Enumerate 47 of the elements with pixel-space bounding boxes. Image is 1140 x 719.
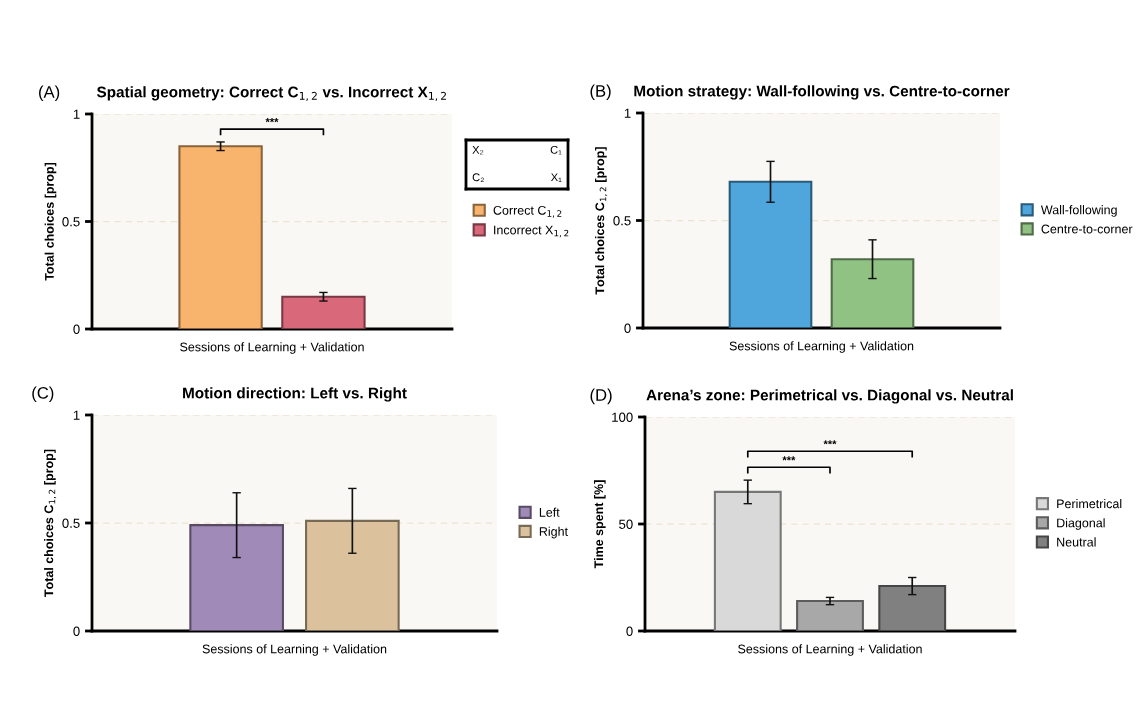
chart-title: Spatial geometry: Correct C$_{1,2}$ vs. Incorrect X$_{1,2}$ bbox=[96, 86, 446, 101]
legend-label: Diagonal bbox=[1057, 518, 1105, 530]
y-tick-label: 0 bbox=[624, 323, 631, 333]
legend-label: Incorrect X$_{1,2}$ bbox=[494, 225, 569, 238]
chart-title: Arena’s zone: Perimetrical vs. Diagonal vs. Neutral bbox=[646, 389, 1013, 404]
y-tick-label: 0 bbox=[73, 324, 80, 334]
y-tick-label: 0 bbox=[73, 626, 80, 636]
legend-label: Perimetrical bbox=[1057, 499, 1122, 509]
y-axis-title: Total choices [prop] bbox=[44, 162, 57, 281]
y-axis-title: Total choices C$_{1,2}$ [prop] bbox=[595, 147, 608, 295]
text: X₂ bbox=[472, 146, 484, 155]
text: X₁ bbox=[550, 173, 562, 183]
chart-title: Motion strategy: Wall-following vs. Centre-to-corner bbox=[634, 85, 1010, 100]
y-tick-label: 1 bbox=[73, 410, 80, 420]
x-axis-title: Sessions of Learning + Validation bbox=[202, 644, 387, 656]
x-axis-title: Sessions of Learning + Validation bbox=[738, 644, 922, 656]
y-tick-label: 100 bbox=[612, 412, 633, 422]
legend-label: Correct C$_{1,2}$ bbox=[493, 205, 562, 218]
bar bbox=[796, 600, 864, 631]
y-tick-label: 0.5 bbox=[62, 217, 80, 227]
x-axis-title: Sessions of Learning + Validation bbox=[180, 342, 364, 354]
legend-label: Left bbox=[539, 507, 560, 517]
annotation: *** bbox=[265, 118, 279, 123]
y-axis-title: Total choices C$_{1,2}$ [prop] bbox=[44, 449, 57, 597]
y-tick-label: 0 bbox=[626, 626, 633, 636]
text: C₁ bbox=[550, 145, 562, 155]
chart-title: Motion direction: Left vs. Right bbox=[183, 387, 407, 402]
y-tick-label: 1 bbox=[624, 108, 631, 118]
legend-label: Wall-following bbox=[1040, 205, 1117, 217]
y-tick-label: 50 bbox=[619, 519, 633, 529]
annotation: *** bbox=[823, 440, 837, 445]
text: (C) bbox=[32, 386, 54, 403]
y-tick-label: 1 bbox=[73, 109, 80, 119]
bar bbox=[878, 585, 947, 631]
text: C₂ bbox=[472, 173, 484, 183]
annotation: *** bbox=[782, 456, 796, 461]
legend-label: Centre-to-corner bbox=[1041, 224, 1133, 234]
y-axis-title: Time spent [%] bbox=[593, 480, 606, 569]
y-tick-label: 0.5 bbox=[613, 216, 631, 226]
y-tick-label: 0.5 bbox=[62, 518, 80, 528]
text: (B) bbox=[590, 84, 611, 101]
legend-label: Right bbox=[539, 526, 568, 539]
text: (D) bbox=[590, 388, 612, 405]
x-axis-title: Sessions of Learning + Validation bbox=[729, 341, 914, 353]
text: (A) bbox=[39, 85, 60, 102]
legend-label: Neutral bbox=[1057, 537, 1096, 547]
bar bbox=[713, 490, 782, 631]
